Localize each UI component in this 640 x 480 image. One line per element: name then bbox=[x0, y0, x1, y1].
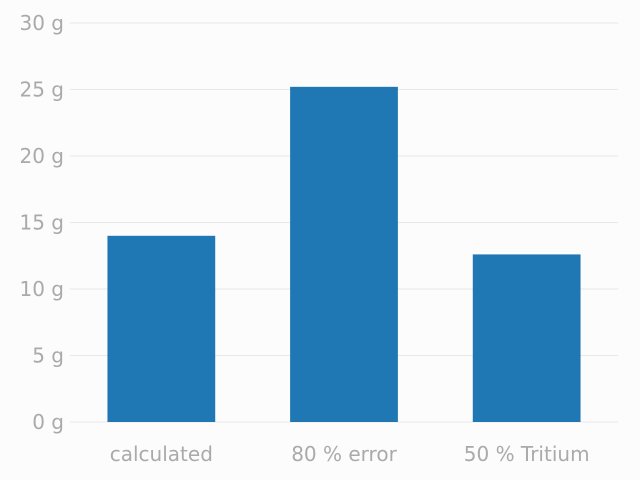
bars bbox=[107, 86, 581, 422]
y-tick-label: 20 g bbox=[19, 144, 64, 168]
x-tick-label: 50 % Tritium bbox=[464, 442, 590, 466]
y-tick-label: 5 g bbox=[32, 344, 64, 368]
x-tick-label: 80 % error bbox=[291, 442, 397, 466]
y-axis-ticks: 0 g 5 g 10 g 15 g 20 g 25 g 30 g bbox=[19, 11, 64, 434]
x-tick-label: calculated bbox=[110, 442, 213, 466]
bar bbox=[107, 235, 216, 422]
y-tick-label: 25 g bbox=[19, 78, 64, 102]
bar bbox=[472, 254, 581, 422]
x-axis-ticks: calculated 80 % error 50 % Tritium bbox=[110, 442, 590, 466]
y-tick-label: 30 g bbox=[19, 11, 64, 35]
y-tick-label: 15 g bbox=[19, 211, 64, 235]
bar bbox=[290, 86, 398, 422]
y-tick-label: 0 g bbox=[32, 410, 64, 434]
y-tick-label: 10 g bbox=[19, 277, 64, 301]
